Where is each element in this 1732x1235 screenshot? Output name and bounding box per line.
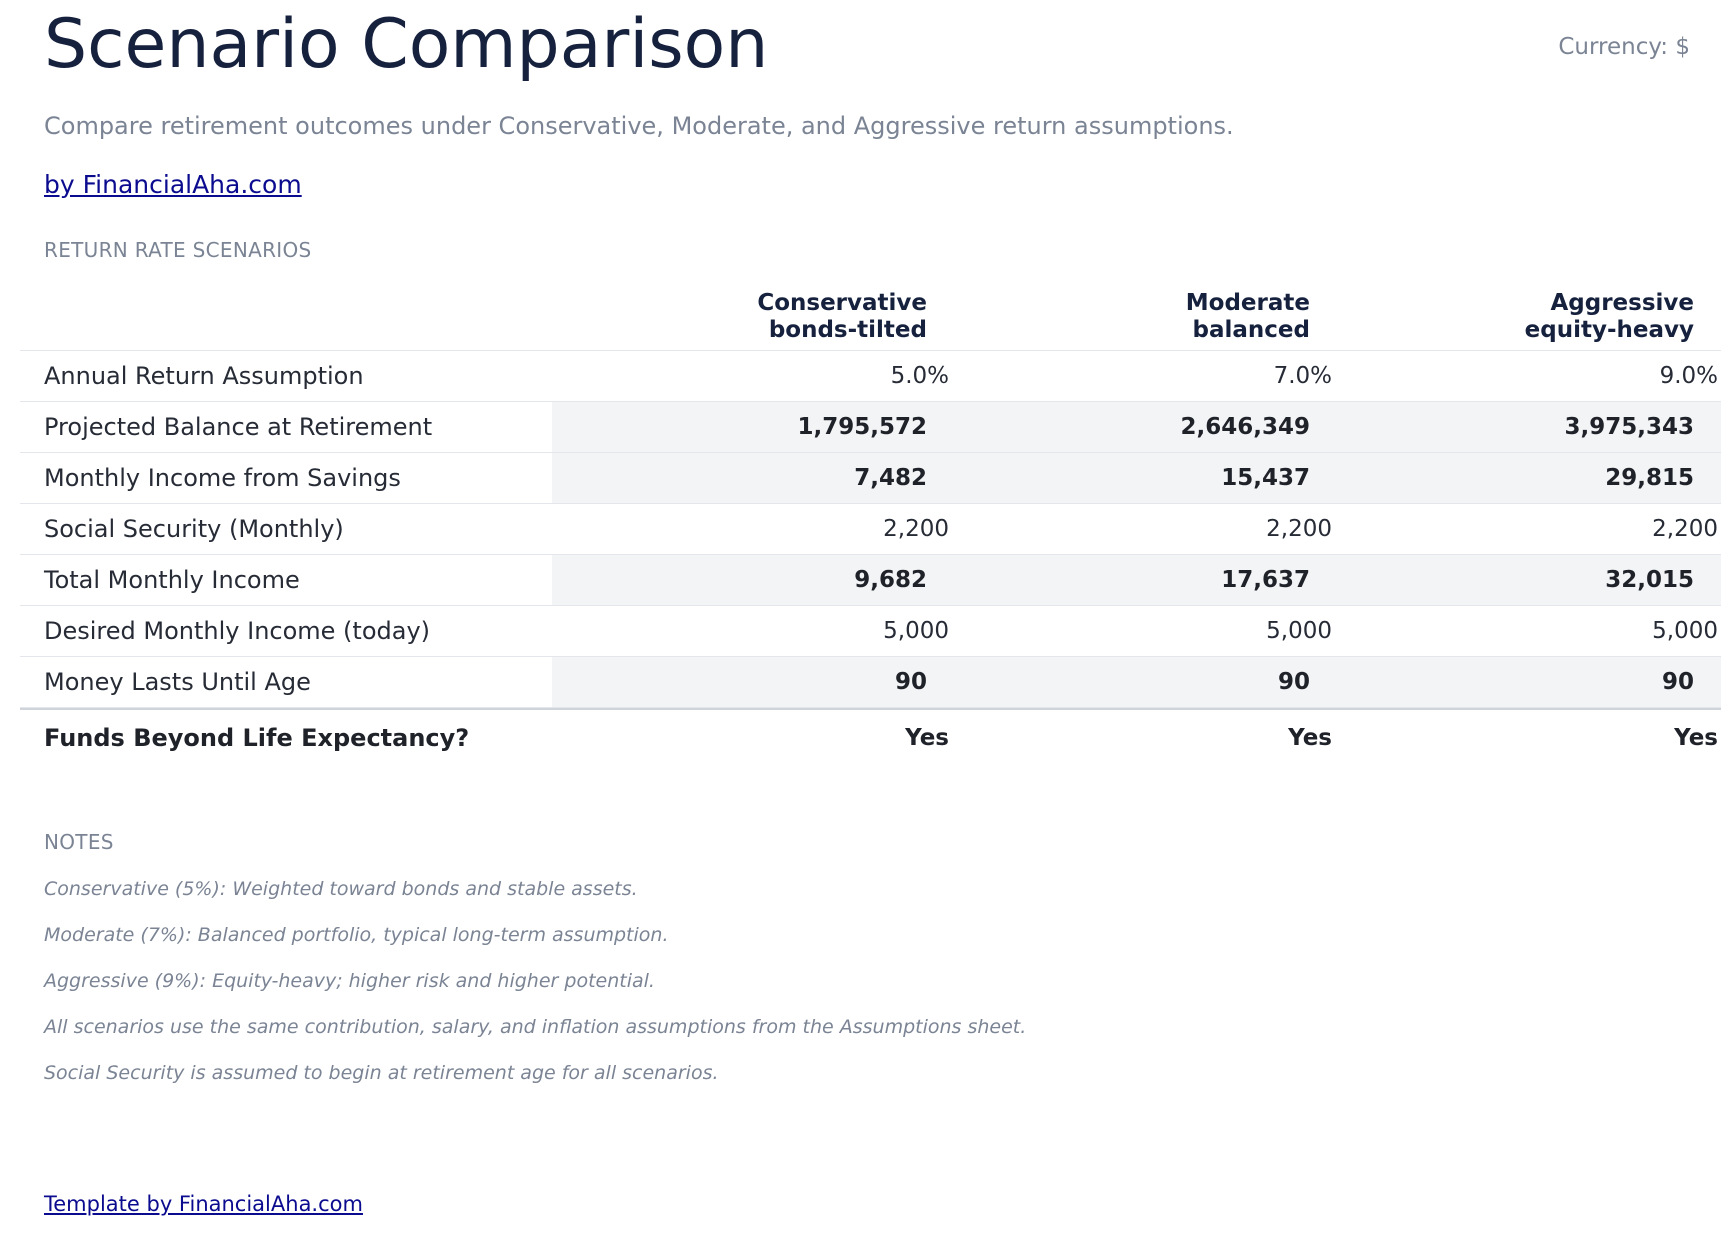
note-item: Conservative (5%): Weighted toward bonds… [44, 878, 638, 900]
currency-label: Currency: $ [1558, 34, 1690, 60]
column-subtitle: equity-heavy [1524, 317, 1694, 343]
row-label: Annual Return Assumption [44, 362, 364, 390]
note-item: Aggressive (9%): Equity-heavy; higher ri… [44, 970, 655, 992]
notes-list: Conservative (5%): Weighted toward bonds… [44, 875, 1026, 1105]
table-cell: 1,795,572 [797, 414, 928, 440]
table-row: Money Lasts Until Age 90 90 90 [20, 657, 1721, 708]
row-shading [552, 657, 1721, 707]
column-name: Conservative [757, 290, 927, 316]
note-item: All scenarios use the same contribution,… [44, 1016, 1027, 1038]
column-header-aggressive: Aggressive equity-heavy [1525, 290, 1694, 344]
column-header-conservative: Conservative bonds-tilted [757, 290, 927, 344]
table-row: Desired Monthly Income (today) 5,000 5,000… [20, 606, 1721, 657]
table-cell: 5,000 [1266, 618, 1332, 644]
table-cell: 5.0% [890, 363, 949, 389]
table-cell: 15,437 [1221, 465, 1310, 491]
table-row: Social Security (Monthly) 2,200 2,200 2,200 [20, 504, 1721, 555]
row-label: Desired Monthly Income (today) [44, 617, 431, 645]
row-label: Money Lasts Until Age [44, 668, 311, 696]
table-cell: 17,637 [1221, 567, 1310, 593]
table-cell: 5,000 [1652, 618, 1718, 644]
row-label: Projected Balance at Retirement [44, 413, 433, 441]
row-shading [552, 453, 1721, 503]
table-cell: 2,200 [883, 516, 949, 542]
table-cell: 7.0% [1273, 363, 1332, 389]
page-title: Scenario Comparison [44, 5, 769, 84]
table-cell: 2,200 [1652, 516, 1718, 542]
column-name: Aggressive [1550, 290, 1694, 316]
table-cell: 2,200 [1266, 516, 1332, 542]
row-label: Monthly Income from Savings [44, 464, 401, 492]
table-cell: 3,975,343 [1564, 414, 1695, 440]
table-cell: Yes [1674, 725, 1718, 751]
table-cell: 7,482 [854, 465, 927, 491]
table-cell: 5,000 [883, 618, 949, 644]
footer-template-link[interactable]: Template by FinancialAha.com [44, 1192, 363, 1216]
table-cell: 90 [1661, 669, 1694, 695]
section-label-scenarios: RETURN RATE SCENARIOS [44, 238, 312, 262]
notes-label: NOTES [44, 830, 114, 854]
row-label: Social Security (Monthly) [44, 515, 344, 543]
row-shading [552, 555, 1721, 605]
row-label: Total Monthly Income [44, 566, 300, 594]
table-cell: Yes [1288, 725, 1332, 751]
note-item: Moderate (7%): Balanced portfolio, typic… [44, 924, 669, 946]
row-label: Funds Beyond Life Expectancy? [44, 724, 470, 752]
table-cell: 9,682 [854, 567, 927, 593]
row-shading [552, 402, 1721, 452]
table-cell: 32,015 [1605, 567, 1694, 593]
column-name: Moderate [1185, 290, 1310, 316]
column-subtitle: bonds-tilted [768, 317, 927, 343]
table-cell: 9.0% [1659, 363, 1718, 389]
byline-link[interactable]: by FinancialAha.com [44, 170, 302, 199]
scenario-table: Conservative bonds-tilted Moderate balan… [20, 282, 1721, 766]
column-subtitle: balanced [1192, 317, 1310, 343]
table-cell: 90 [1277, 669, 1310, 695]
table-row: Total Monthly Income 9,682 17,637 32,015 [20, 555, 1721, 606]
table-row: Monthly Income from Savings 7,482 15,437 29… [20, 453, 1721, 504]
table-row: Funds Beyond Life Expectancy? Yes Yes Yes [20, 708, 1721, 766]
column-header-moderate: Moderate balanced [1186, 290, 1310, 344]
table-header: Conservative bonds-tilted Moderate balan… [20, 282, 1721, 351]
table-body: Annual Return Assumption 5.0% 7.0% 9.0% Proj… [20, 351, 1721, 766]
table-cell: 29,815 [1605, 465, 1694, 491]
page-subtitle: Compare retirement outcomes under Conser… [44, 112, 1234, 140]
table-cell: 2,646,349 [1180, 414, 1311, 440]
table-row: Projected Balance at Retirement 1,795,572… [20, 402, 1721, 453]
note-item: Social Security is assumed to begin at r… [44, 1062, 719, 1084]
table-row: Annual Return Assumption 5.0% 7.0% 9.0% [20, 351, 1721, 402]
table-cell: 90 [894, 669, 927, 695]
table-cell: Yes [905, 725, 949, 751]
